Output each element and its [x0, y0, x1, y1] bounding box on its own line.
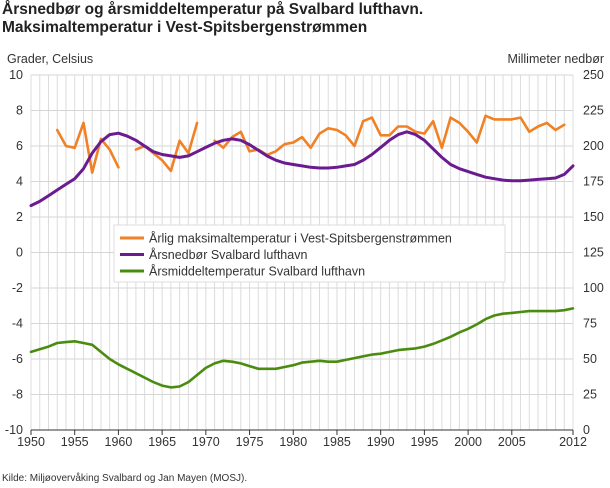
x-tick-label: 1995 [410, 435, 438, 449]
y-tick-left-label: 6 [16, 139, 23, 153]
y-axis-right-label: Millimeter nedbør [507, 52, 604, 66]
x-tick-label: 1965 [148, 435, 176, 449]
y-tick-right-label: 75 [583, 317, 597, 331]
y-tick-right-label: 0 [583, 423, 590, 437]
legend-box [113, 224, 506, 283]
y-tick-right-label: 175 [583, 175, 604, 189]
chart-title-line-2: Maksimaltemperatur i Vest-Spitsbergenstr… [2, 19, 368, 36]
x-tick-label: 2012 [559, 435, 587, 449]
y-tick-left-label: 2 [16, 210, 23, 224]
y-tick-right-label: 25 [583, 388, 597, 402]
chart-title-line-1: Årsnedbør og årsmiddeltemperatur på Sval… [2, 1, 424, 18]
legend-label: Årsmiddeltemperatur Svalbard lufthavn [149, 264, 365, 279]
y-tick-right-label: 250 [583, 68, 604, 82]
y-tick-left-label: 0 [16, 246, 23, 260]
x-tick-label: 1970 [192, 435, 220, 449]
y-tick-right-label: 100 [583, 281, 604, 295]
y-tick-right-label: 200 [583, 139, 604, 153]
y-tick-right-label: 50 [583, 352, 597, 366]
series-line-2 [29, 307, 575, 389]
x-tick-label: 1980 [279, 435, 307, 449]
y-tick-right-label: 125 [583, 246, 604, 260]
x-tick-label: 1985 [323, 435, 351, 449]
y-tick-left-label: -10 [5, 423, 23, 437]
y-axis-left-label: Grader, Celsius [7, 52, 94, 66]
y-tick-right-label: 225 [583, 104, 604, 118]
y-tick-left-label: 4 [16, 175, 23, 189]
y-tick-left-label: -6 [12, 352, 23, 366]
y-tick-left-label: 8 [16, 104, 23, 118]
y-tick-left-label: -4 [12, 317, 23, 331]
x-tick-label: 1955 [61, 435, 89, 449]
x-tick-label: 1960 [105, 435, 133, 449]
x-tick-label: 1950 [17, 435, 45, 449]
y-tick-left-label: 10 [9, 68, 23, 82]
y-tick-left-label: -8 [12, 388, 23, 402]
source-note: Kilde: Miljøovervåking Svalbard og Jan M… [2, 473, 248, 484]
series-line-1 [29, 130, 575, 208]
legend-label: Årlig maksimaltemperatur i Vest-Spitsber… [149, 231, 452, 246]
y-tick-right-label: 150 [583, 210, 604, 224]
x-tick-label: 2000 [454, 435, 482, 449]
x-tick-label: 1975 [236, 435, 264, 449]
x-tick-label: 2005 [498, 435, 526, 449]
legend-label: Årsnedbør Svalbard lufthavn [149, 247, 307, 262]
y-tick-left-label: -2 [12, 281, 23, 295]
x-tick-label: 1990 [367, 435, 395, 449]
